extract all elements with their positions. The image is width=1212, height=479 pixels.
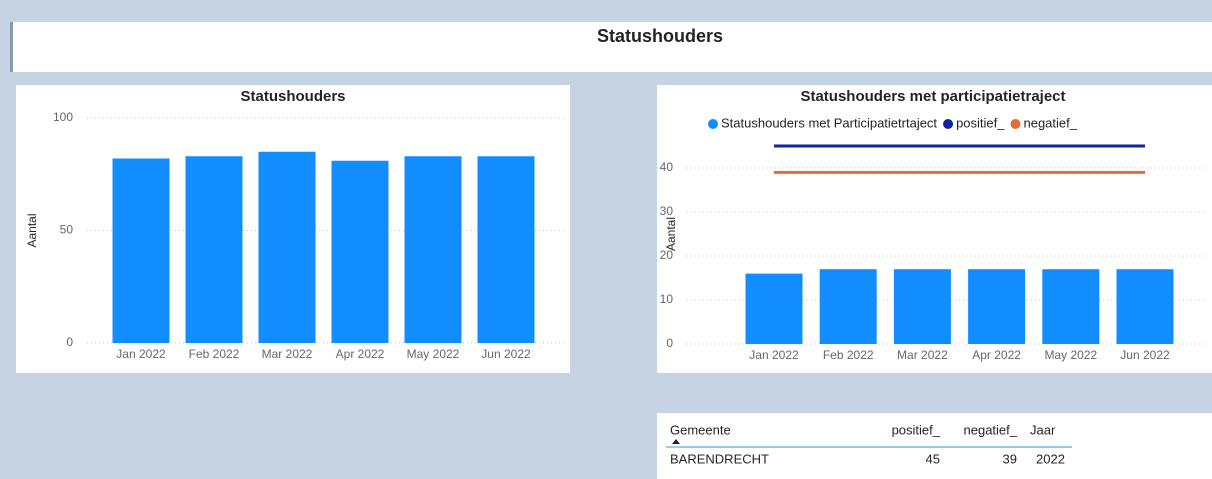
chart-title: Statushouders met participatietraject xyxy=(800,88,1065,105)
column-header: Jaar xyxy=(1030,422,1056,437)
x-tick-label: Feb 2022 xyxy=(823,348,874,362)
y-tick-label: 10 xyxy=(660,292,674,306)
chart-title: Statushouders xyxy=(240,88,345,105)
banner xyxy=(10,22,1212,72)
x-tick-label: Jan 2022 xyxy=(116,347,166,361)
legend-label: Statushouders met Participatietrtaject xyxy=(721,115,937,130)
bar xyxy=(258,151,316,343)
column-header: negatief_ xyxy=(964,422,1018,437)
bar xyxy=(968,269,1026,344)
x-tick-label: Apr 2022 xyxy=(972,348,1021,362)
column-header: positief_ xyxy=(892,422,941,437)
legend-marker xyxy=(708,119,718,129)
y-tick-label: 100 xyxy=(53,110,73,124)
bar xyxy=(331,160,389,343)
x-tick-label: Jun 2022 xyxy=(1120,348,1170,362)
x-tick-label: Jan 2022 xyxy=(749,348,799,362)
x-tick-label: Jun 2022 xyxy=(481,347,531,361)
x-tick-label: Apr 2022 xyxy=(336,347,385,361)
bar xyxy=(112,158,170,343)
bar xyxy=(404,156,462,343)
y-tick-label: 40 xyxy=(660,160,674,174)
page-title: Statushouders xyxy=(597,26,723,46)
bar xyxy=(1116,269,1174,344)
legend-marker xyxy=(1010,119,1021,129)
bar xyxy=(893,269,951,344)
legend-marker xyxy=(943,119,954,129)
bar xyxy=(745,273,803,344)
y-tick-label: 20 xyxy=(660,248,674,262)
bar xyxy=(477,156,535,343)
column-header: Gemeente xyxy=(670,422,731,437)
bar xyxy=(1042,269,1100,344)
legend-label: negatief_ xyxy=(1023,115,1077,130)
banner-edge xyxy=(10,22,13,72)
legend-label: positief_ xyxy=(956,115,1005,130)
x-tick-label: May 2022 xyxy=(1044,348,1097,362)
y-axis-label: Aantal xyxy=(25,213,39,247)
bar xyxy=(819,269,877,344)
table-cell: 2022 xyxy=(1036,451,1065,466)
y-tick-label: 0 xyxy=(666,336,673,350)
y-axis-label: Aantal xyxy=(664,217,678,251)
table-cell: 45 xyxy=(926,451,940,466)
table-cell: BARENDRECHT xyxy=(670,451,769,466)
x-tick-label: Mar 2022 xyxy=(897,348,948,362)
y-tick-label: 30 xyxy=(660,204,674,218)
x-tick-label: Mar 2022 xyxy=(262,347,313,361)
x-tick-label: May 2022 xyxy=(407,347,460,361)
sort-arrow xyxy=(672,439,680,444)
x-tick-label: Feb 2022 xyxy=(189,347,240,361)
table-cell: 39 xyxy=(1003,451,1017,466)
y-tick-label: 50 xyxy=(60,223,74,237)
bar xyxy=(185,156,243,343)
table-panel xyxy=(657,413,1212,479)
y-tick-label: 0 xyxy=(66,335,73,349)
